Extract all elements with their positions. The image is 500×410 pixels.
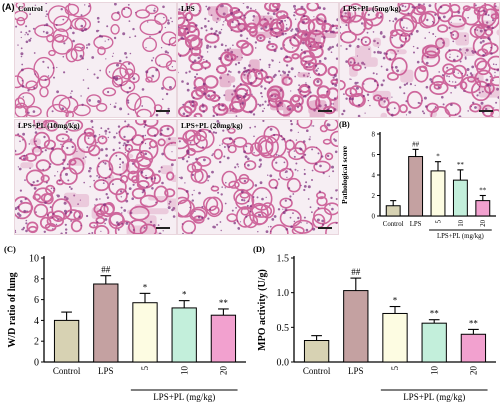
y-tick-label: 6 [372, 151, 376, 159]
micrograph-label: LPS [181, 4, 195, 13]
significance-mark: * [436, 153, 440, 161]
scale-bar [156, 227, 170, 229]
y-tick-label: 10 [29, 254, 39, 265]
y-tick-label: 0 [372, 212, 376, 220]
significance-mark: ## [351, 267, 361, 277]
group-label: LPS+PL (mg/kg) [153, 392, 215, 402]
y-tick-label: 1.0 [277, 288, 290, 299]
x-tick-label: 5 [140, 366, 150, 371]
y-tick-label: 0.5 [277, 323, 290, 334]
scale-bar [479, 110, 493, 112]
micrograph-lps-image [178, 3, 338, 117]
micrograph-pl20: LPS+PL (20mg/kg) [177, 119, 339, 235]
panel-label: (D) [253, 244, 265, 254]
bar-1 [408, 156, 424, 217]
micrograph-pl10-image [15, 120, 176, 234]
bar-3 [452, 179, 468, 217]
y-axis-label: MPO activity (U/g) [257, 269, 268, 351]
bar-3 [171, 307, 197, 363]
significance-mark: ** [469, 318, 479, 328]
x-tick-label: 5 [435, 219, 442, 223]
bar-4 [210, 314, 237, 363]
x-tick-label: LPS [410, 221, 422, 228]
y-tick-label: 0.0 [277, 358, 290, 369]
bar-1 [93, 283, 119, 363]
micrograph-label: LPS+PL (10mg/kg) [18, 121, 80, 130]
bar-3 [421, 322, 447, 363]
scale-bar [156, 110, 170, 112]
x-tick-label: 20 [469, 366, 479, 376]
y-tick-label: 2 [372, 192, 376, 200]
micrograph-pl20-image [178, 120, 338, 234]
x-tick-label: 10 [429, 366, 439, 376]
micrograph-pl5: LPS+PL (5mg/kg) [339, 2, 500, 118]
micrograph-control: Control [14, 2, 177, 118]
group-label: LPS+PL (mg/kg) [403, 392, 465, 402]
bar-2 [382, 312, 408, 363]
x-tick-label: Control [53, 366, 81, 376]
panel-label: (C) [4, 244, 16, 254]
y-tick-label: 2 [34, 337, 39, 348]
micrograph-pl10: LPS+PL (10mg/kg) [14, 119, 177, 235]
x-tick-label: Control [303, 366, 331, 376]
micrograph-label: Control [18, 4, 43, 13]
significance-mark: ## [412, 140, 420, 148]
y-tick-label: 4 [34, 316, 39, 327]
panel-label: (B) [339, 120, 350, 129]
bar-0 [385, 205, 401, 217]
significance-mark: ** [457, 161, 465, 169]
bar-4 [460, 333, 487, 363]
micrograph-lps: LPS [177, 2, 339, 118]
x-tick-label: 10 [179, 366, 189, 376]
x-tick-label: LPS [98, 366, 114, 376]
x-tick-label: 20 [219, 366, 229, 376]
significance-mark: ** [219, 298, 229, 308]
panel-a-label: (A) [2, 2, 15, 12]
bar-4 [475, 200, 491, 217]
micrograph-label: LPS+PL (5mg/kg) [343, 4, 401, 13]
y-tick-label: 8 [372, 130, 376, 138]
x-tick-label: Control [383, 221, 404, 228]
y-tick-label: 4 [372, 171, 376, 179]
x-tick-label: 20 [480, 219, 487, 226]
x-tick-label: LPS [348, 366, 364, 376]
micrograph-pl5-image [340, 3, 499, 117]
y-axis-label: Pathological score [340, 145, 349, 204]
significance-mark: ** [479, 187, 487, 195]
y-tick-label: 6 [34, 295, 39, 306]
scale-bar [318, 110, 332, 112]
group-label: LPS+PL (mg/kg) [437, 233, 484, 240]
significance-mark: * [143, 282, 148, 292]
significance-mark: * [182, 290, 187, 300]
significance-mark: ** [430, 309, 440, 319]
chart-mpo-activity: (D) 0.0 0.5 1.0 1.5 MPO activity (U/g) Control… [253, 244, 496, 402]
scale-bar [318, 227, 332, 229]
y-tick-label: 1.5 [277, 254, 290, 265]
micrograph-label: LPS+PL (20mg/kg) [181, 121, 243, 130]
chart-wd-ratio: (C) 0 2 4 6 8 10 W/D ratio of lung Control ## LPS *… [4, 244, 246, 402]
bar-2 [132, 302, 158, 363]
bar-0 [53, 319, 80, 363]
significance-mark: ## [101, 265, 111, 275]
micrograph-control-image [15, 3, 176, 117]
y-tick-label: 0 [34, 358, 39, 369]
bar-0 [303, 340, 330, 363]
y-tick-label: 8 [34, 274, 39, 285]
bar-2 [430, 170, 446, 217]
significance-mark: * [393, 296, 398, 306]
chart-pathological-score: (B) 0 2 4 6 8 Pathological score Control ## LPS * 5… [339, 120, 496, 240]
y-axis-label: W/D ratio of lung [7, 272, 18, 347]
x-tick-label: 5 [390, 366, 400, 371]
bar-1 [343, 290, 369, 363]
x-tick-label: 10 [458, 219, 465, 226]
